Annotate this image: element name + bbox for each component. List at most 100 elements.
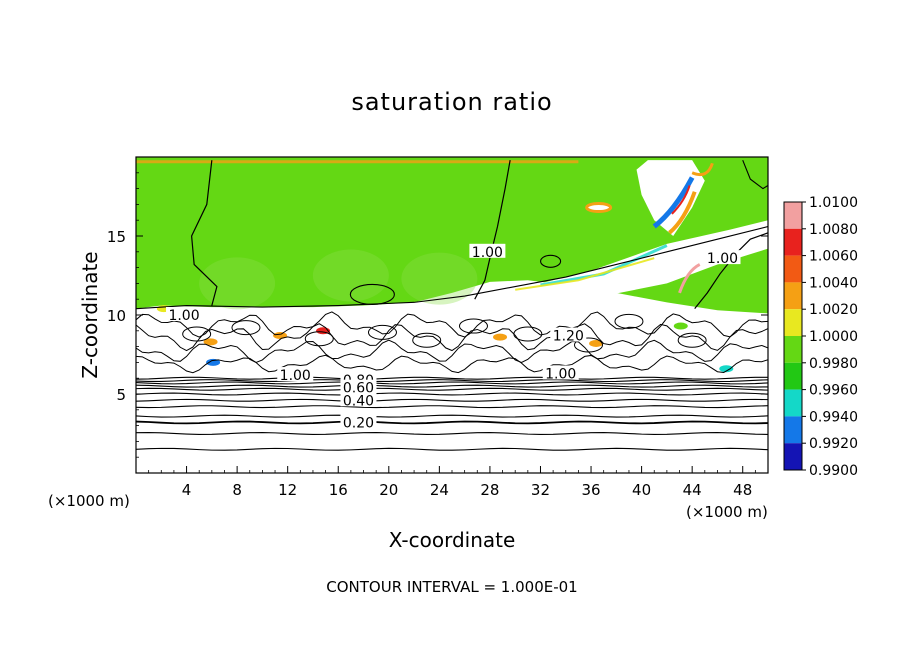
x-tick-label: 28 — [480, 481, 499, 499]
contour-1.00 — [136, 225, 768, 310]
contour-label: 0.40 — [343, 393, 374, 409]
colorbar: 1.0100 1.0080 1.0060 1.0040 1.0020 1.0000 0.99… — [783, 195, 858, 479]
colorbar-label: 1.0000 — [809, 329, 858, 345]
x-tick-label: 8 — [232, 481, 242, 499]
contour-lines — [136, 159, 768, 451]
contour-label-bg — [704, 250, 741, 265]
cloud-contour — [136, 339, 768, 364]
cloud-contour-closed — [367, 324, 397, 340]
colorbar-swatch — [784, 255, 802, 283]
x-axis-unit: (×1000 m) — [686, 503, 768, 521]
colorbar-swatch — [784, 336, 802, 363]
cloud-contour — [136, 354, 768, 374]
y-tick-label: 10 — [107, 307, 126, 325]
rim-top — [691, 162, 714, 177]
colorbar-swatch — [784, 416, 802, 444]
chart-title: saturation ratio — [351, 88, 553, 116]
contour-label: 1.00 — [472, 245, 503, 261]
cloud-contour-closed — [458, 318, 488, 334]
small-dry-cell — [585, 202, 613, 214]
contour-label: 1.00 — [545, 366, 576, 382]
colorbar-swatch — [784, 282, 802, 310]
cloud-cell — [589, 339, 604, 347]
cloud-contour-closed — [677, 332, 707, 348]
contour-level — [136, 405, 768, 409]
cloud-cell — [673, 322, 688, 330]
colorbar-label: 1.0100 — [809, 195, 858, 211]
x-tick-label: 12 — [278, 481, 297, 499]
contour-level — [136, 379, 768, 383]
contour-label-bg — [550, 327, 587, 342]
contour-level — [136, 387, 768, 391]
rim-pink — [678, 263, 701, 294]
cloud-contour-closed — [614, 313, 644, 329]
contour-level — [136, 398, 768, 402]
contour-label: 1.00 — [707, 251, 738, 267]
x-tick-label: 44 — [683, 481, 702, 499]
cloud-contour — [136, 311, 768, 338]
y-axis-unit: (×1000 m) — [48, 492, 130, 510]
contour-1.00 — [742, 159, 768, 190]
colorbar-label: 0.9940 — [809, 409, 858, 425]
contour-closed — [349, 283, 395, 306]
colorbar-label: 1.0060 — [809, 249, 858, 265]
cloud-cell — [273, 332, 288, 340]
colorbar-swatch — [784, 228, 802, 256]
colorbar-label: 0.9980 — [809, 356, 858, 372]
colorbar-label: 0.9960 — [809, 383, 858, 399]
cloud-cell — [203, 338, 218, 346]
x-axis-ticks: 4 8 12 16 20 24 28 32 36 40 44 48 — [148, 466, 756, 499]
colorbar-swatch — [784, 362, 802, 390]
cloud-contour-closed — [412, 332, 442, 348]
cloud-contour-closed — [513, 326, 543, 342]
cloud-cell — [493, 333, 508, 341]
contour-level — [136, 432, 768, 435]
contour-level — [136, 384, 768, 388]
cloud-contour-closed — [304, 331, 334, 347]
colorbar-label: 0.9920 — [809, 436, 858, 452]
contour-level — [136, 381, 768, 385]
colorbar-label: 1.0040 — [809, 275, 858, 291]
cloud-cell — [206, 358, 221, 366]
x-tick-label: 4 — [182, 481, 192, 499]
y-axis-ticks: 5 10 15 — [107, 172, 768, 458]
color-field — [136, 157, 768, 473]
x-tick-label: 20 — [379, 481, 398, 499]
colorbar-label: 0.9900 — [809, 463, 858, 479]
field-streak — [199, 257, 276, 310]
contour-interval-note: CONTOUR INTERVAL = 1.000E-01 — [326, 578, 578, 596]
x-tick-label: 32 — [531, 481, 550, 499]
dry-patch — [636, 160, 705, 236]
contour-label-bg — [340, 379, 377, 394]
colorbar-frame — [783, 201, 803, 471]
contour-1.00 — [191, 160, 218, 306]
y-tick-label: 5 — [116, 386, 126, 404]
y-tick-label: 15 — [107, 228, 126, 246]
contour-label-bg — [277, 367, 314, 382]
contour-label: 0.20 — [343, 415, 374, 431]
colorbar-label: 1.0080 — [809, 222, 858, 238]
x-axis-label: X-coordinate — [388, 528, 516, 552]
contour-level — [136, 447, 768, 451]
rim-cyan — [540, 244, 668, 287]
contour-level — [136, 420, 768, 425]
cloud-contour-closed — [574, 337, 604, 353]
colorbar-label: 1.0020 — [809, 302, 858, 318]
contour-label-bg — [340, 414, 377, 429]
rim-red — [671, 185, 691, 215]
cloud-contour-closed — [231, 320, 261, 336]
x-tick-label: 16 — [329, 481, 348, 499]
contour-labels: 1.001.001.001.201.001.000.800.600.400.20 — [166, 243, 741, 431]
cloud-contour — [136, 323, 768, 352]
contour-level — [136, 392, 768, 396]
cloud-contour-closed — [182, 326, 212, 342]
contour-1.00 — [474, 160, 511, 300]
contour-label: 1.00 — [168, 308, 199, 324]
colorbar-swatch — [784, 202, 802, 229]
x-tick-label: 24 — [430, 481, 449, 499]
rim-yellow — [515, 257, 655, 291]
rim-blue — [652, 176, 695, 229]
y-axis-label: Z-coordinate — [78, 251, 102, 379]
rim-orange — [668, 191, 697, 235]
